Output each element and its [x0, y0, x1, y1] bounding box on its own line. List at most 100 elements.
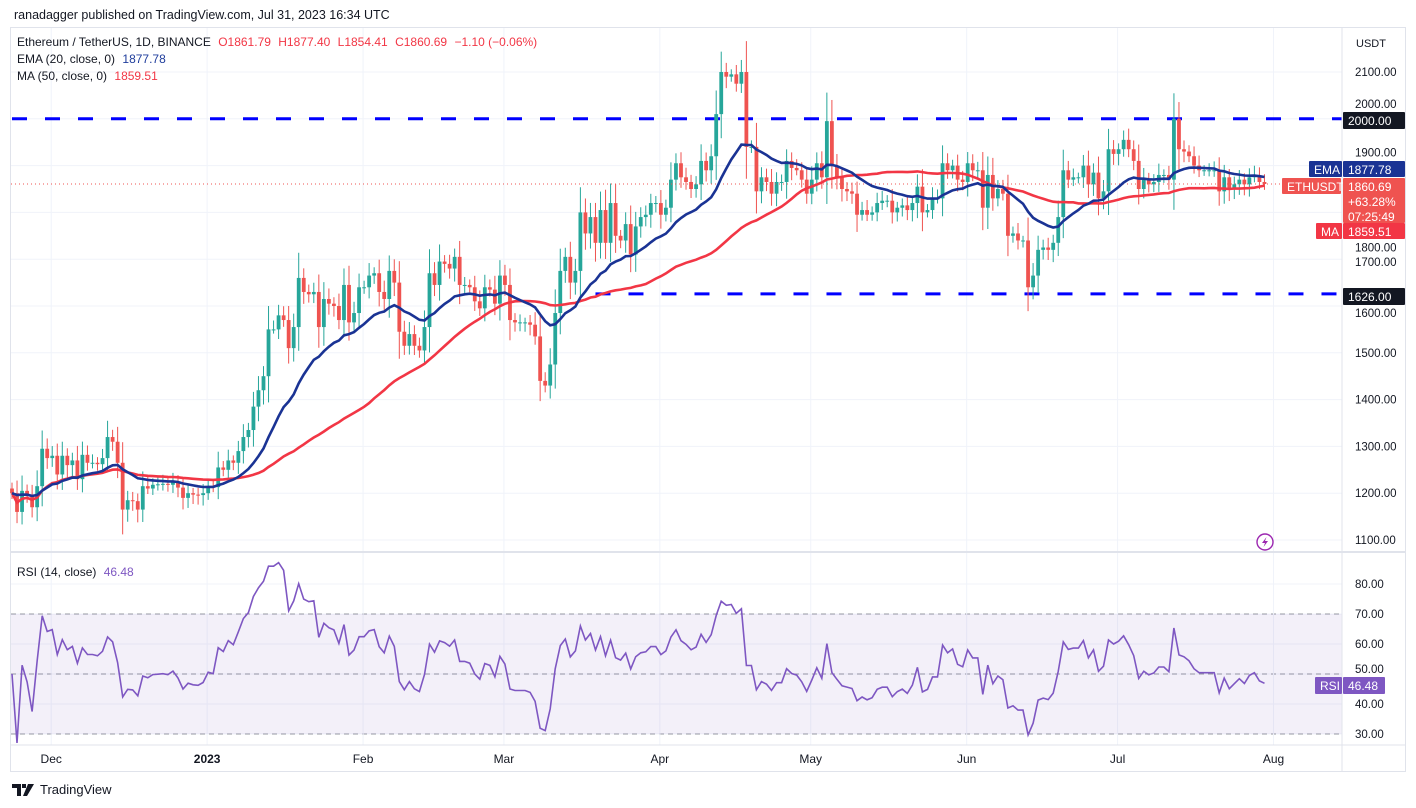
rsi-value-badge: 46.48: [1343, 677, 1385, 694]
candle: [679, 152, 683, 188]
candle-body: [970, 163, 975, 171]
candle-body: [835, 165, 839, 178]
candle: [1141, 167, 1146, 199]
candle-body: [372, 273, 377, 276]
candle: [714, 90, 719, 180]
candle-body: [1151, 181, 1156, 185]
time-label: 2023: [194, 752, 221, 766]
symbol-legend[interactable]: Ethereum / TetherUS, 1D, BINANCE O1861.7…: [17, 35, 541, 49]
candle-body: [1031, 275, 1035, 288]
rsi-tag-text: RSI: [1320, 679, 1340, 693]
candle-body: [824, 121, 829, 178]
candle-body: [1016, 233, 1020, 241]
candle: [769, 168, 774, 206]
candle-body: [1046, 247, 1051, 250]
candle: [462, 276, 467, 295]
tradingview-logo[interactable]: TradingView: [12, 782, 112, 797]
candle: [357, 273, 361, 329]
change-value: −1.10 (−0.06%): [454, 35, 538, 49]
candle: [1131, 140, 1136, 171]
candle-body: [226, 460, 231, 470]
rsi-legend[interactable]: RSI (14, close) 46.48: [17, 565, 138, 579]
candle: [1026, 217, 1030, 312]
candle: [930, 187, 935, 219]
candle: [804, 168, 809, 204]
lightning-icon[interactable]: [1256, 533, 1274, 551]
ema-legend[interactable]: EMA (20, close, 0) 1877.78: [17, 52, 170, 66]
price-tick-label: 1900.00: [1355, 148, 1397, 160]
candle-body: [251, 406, 256, 431]
candle: [583, 198, 588, 250]
candle-body: [231, 460, 236, 463]
candle-body: [840, 177, 844, 189]
candle: [1252, 165, 1257, 183]
ema-value-badge: 1877.78: [1343, 161, 1405, 177]
candle-body: [1121, 139, 1126, 150]
candle-body: [1091, 172, 1096, 185]
candle: [734, 64, 739, 92]
candle-body: [367, 275, 372, 288]
candle-body: [482, 287, 487, 309]
candle-body: [10, 488, 14, 494]
candle-body: [553, 313, 558, 365]
candle: [885, 195, 890, 208]
candle-body: [1011, 233, 1015, 236]
candle: [1016, 223, 1020, 250]
candle: [432, 262, 437, 297]
candle: [276, 304, 281, 339]
candle: [206, 478, 211, 500]
candle: [75, 445, 80, 490]
candle-body: [764, 177, 769, 182]
candle-body: [181, 487, 185, 498]
candle-body: [321, 298, 326, 328]
candle-body: [1161, 174, 1166, 176]
candle-body: [166, 483, 170, 485]
candle-body: [1182, 149, 1186, 152]
currency-label[interactable]: USDT: [1356, 38, 1386, 50]
candle-body: [513, 320, 517, 323]
last-price-badge: 1860.69+63.28%07:25:49: [1343, 178, 1405, 224]
candle-body: [518, 322, 522, 324]
candle-body: [885, 200, 890, 202]
candle: [1031, 263, 1035, 300]
candle-body: [110, 437, 115, 442]
candle-body: [598, 210, 603, 243]
candle-body: [442, 261, 447, 264]
candle-body: [608, 203, 613, 243]
candle-body: [1101, 191, 1106, 199]
candle: [648, 193, 653, 228]
rsi-tick-label: 60.00: [1355, 639, 1384, 651]
ma-50-line: [10, 170, 1265, 505]
time-label: Jun: [957, 752, 976, 766]
candle: [50, 446, 55, 467]
ma-legend[interactable]: MA (50, close, 0) 1859.51: [17, 69, 162, 83]
candle: [1061, 149, 1066, 239]
candle-body: [65, 455, 70, 466]
candle: [296, 252, 301, 351]
candle-body: [975, 170, 980, 172]
candle: [1247, 168, 1252, 197]
price-tick-label: 1200.00: [1355, 488, 1397, 500]
candle-body: [176, 481, 180, 488]
symbol-tag: ETHUSDT: [1282, 178, 1344, 194]
candle-body: [266, 329, 271, 377]
candle-body: [960, 179, 965, 182]
candle-body: [920, 186, 925, 213]
ema-tag-bg: [1309, 161, 1342, 177]
candle: [503, 264, 507, 296]
candle-body: [985, 174, 990, 208]
candle-body: [326, 298, 331, 304]
candle-body: [155, 484, 160, 486]
candle-body: [437, 261, 442, 285]
candle-body: [85, 454, 90, 463]
candle-body: [674, 163, 678, 180]
candle-body: [814, 163, 819, 180]
candle: [407, 322, 412, 355]
candle: [1066, 160, 1071, 189]
candle: [10, 482, 14, 500]
candle-body: [533, 324, 538, 337]
candle: [447, 254, 452, 279]
candle-body: [980, 170, 985, 208]
candle: [1041, 239, 1046, 260]
